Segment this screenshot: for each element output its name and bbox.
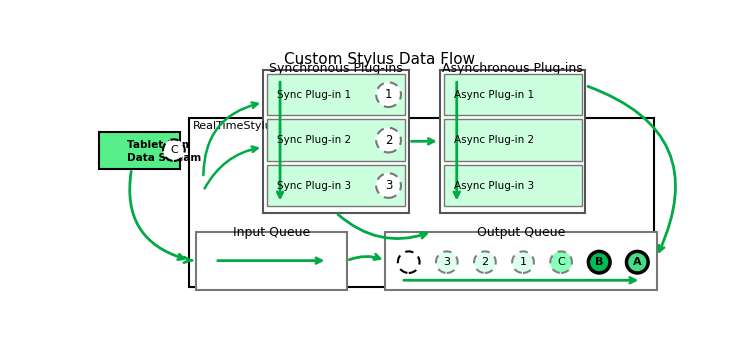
Text: C: C — [557, 257, 565, 267]
Text: Async Plug-in 2: Async Plug-in 2 — [454, 135, 534, 145]
Bar — [263, 70, 408, 212]
Text: RealTimeStylus: RealTimeStylus — [192, 121, 278, 131]
Text: Sync Plug-in 3: Sync Plug-in 3 — [277, 181, 351, 190]
Circle shape — [163, 139, 185, 161]
Circle shape — [376, 128, 401, 152]
Circle shape — [376, 173, 401, 198]
Circle shape — [512, 251, 534, 273]
Bar — [195, 232, 347, 290]
Text: Tablet Pen
Data Stream: Tablet Pen Data Stream — [127, 140, 201, 163]
Circle shape — [627, 251, 648, 273]
Circle shape — [551, 251, 572, 273]
Text: 1: 1 — [519, 257, 527, 267]
Bar — [443, 165, 582, 206]
Bar — [443, 119, 582, 161]
Text: Async Plug-in 3: Async Plug-in 3 — [454, 181, 534, 190]
Text: A: A — [633, 257, 642, 267]
Text: Asynchronous Plug-ins: Asynchronous Plug-ins — [443, 62, 583, 75]
Text: Custom Stylus Data Flow: Custom Stylus Data Flow — [283, 52, 475, 67]
Bar — [440, 70, 585, 212]
Text: Sync Plug-in 1: Sync Plug-in 1 — [277, 90, 351, 100]
Circle shape — [474, 251, 496, 273]
Text: C: C — [170, 145, 178, 155]
Bar — [386, 232, 656, 290]
Circle shape — [436, 251, 457, 273]
Text: 2: 2 — [385, 134, 392, 147]
Text: Sync Plug-in 2: Sync Plug-in 2 — [277, 135, 351, 145]
Bar — [267, 74, 405, 116]
Circle shape — [376, 82, 401, 107]
Bar — [189, 118, 654, 287]
Text: 2: 2 — [481, 257, 488, 267]
Bar — [98, 132, 180, 169]
Text: 3: 3 — [385, 179, 392, 192]
Bar — [267, 119, 405, 161]
Text: Output Queue: Output Queue — [477, 226, 565, 239]
Bar — [443, 74, 582, 116]
Text: Async Plug-in 1: Async Plug-in 1 — [454, 90, 534, 100]
Text: 3: 3 — [443, 257, 451, 267]
Text: B: B — [595, 257, 603, 267]
Circle shape — [398, 251, 420, 273]
Bar — [267, 165, 405, 206]
Circle shape — [588, 251, 610, 273]
Text: Input Queue: Input Queue — [232, 226, 310, 239]
Text: Synchronous Plug-ins: Synchronous Plug-ins — [269, 62, 403, 75]
Text: 1: 1 — [385, 88, 392, 101]
